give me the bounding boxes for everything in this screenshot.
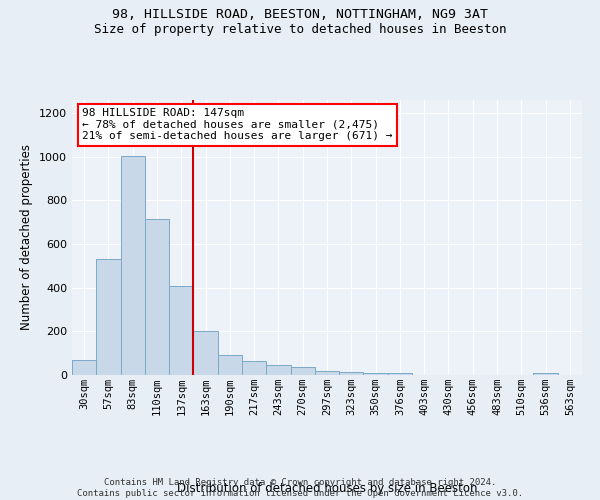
Bar <box>266 365 290 375</box>
Bar <box>533 373 558 375</box>
Y-axis label: Number of detached properties: Number of detached properties <box>20 144 34 330</box>
Bar <box>121 156 145 375</box>
Bar <box>218 356 242 375</box>
Text: Contains HM Land Registry data © Crown copyright and database right 2024.
Contai: Contains HM Land Registry data © Crown c… <box>77 478 523 498</box>
Bar <box>339 372 364 375</box>
Bar <box>388 373 412 375</box>
Text: Distribution of detached houses by size in Beeston: Distribution of detached houses by size … <box>177 482 477 495</box>
Bar <box>96 260 121 375</box>
Text: 98, HILLSIDE ROAD, BEESTON, NOTTINGHAM, NG9 3AT: 98, HILLSIDE ROAD, BEESTON, NOTTINGHAM, … <box>112 8 488 20</box>
Bar <box>193 332 218 375</box>
Bar <box>364 373 388 375</box>
Bar <box>169 286 193 375</box>
Bar <box>242 361 266 375</box>
Bar <box>72 360 96 375</box>
Bar <box>145 219 169 375</box>
Text: 98 HILLSIDE ROAD: 147sqm
← 78% of detached houses are smaller (2,475)
21% of sem: 98 HILLSIDE ROAD: 147sqm ← 78% of detach… <box>82 108 392 142</box>
Bar <box>315 370 339 375</box>
Text: Size of property relative to detached houses in Beeston: Size of property relative to detached ho… <box>94 22 506 36</box>
Bar <box>290 368 315 375</box>
